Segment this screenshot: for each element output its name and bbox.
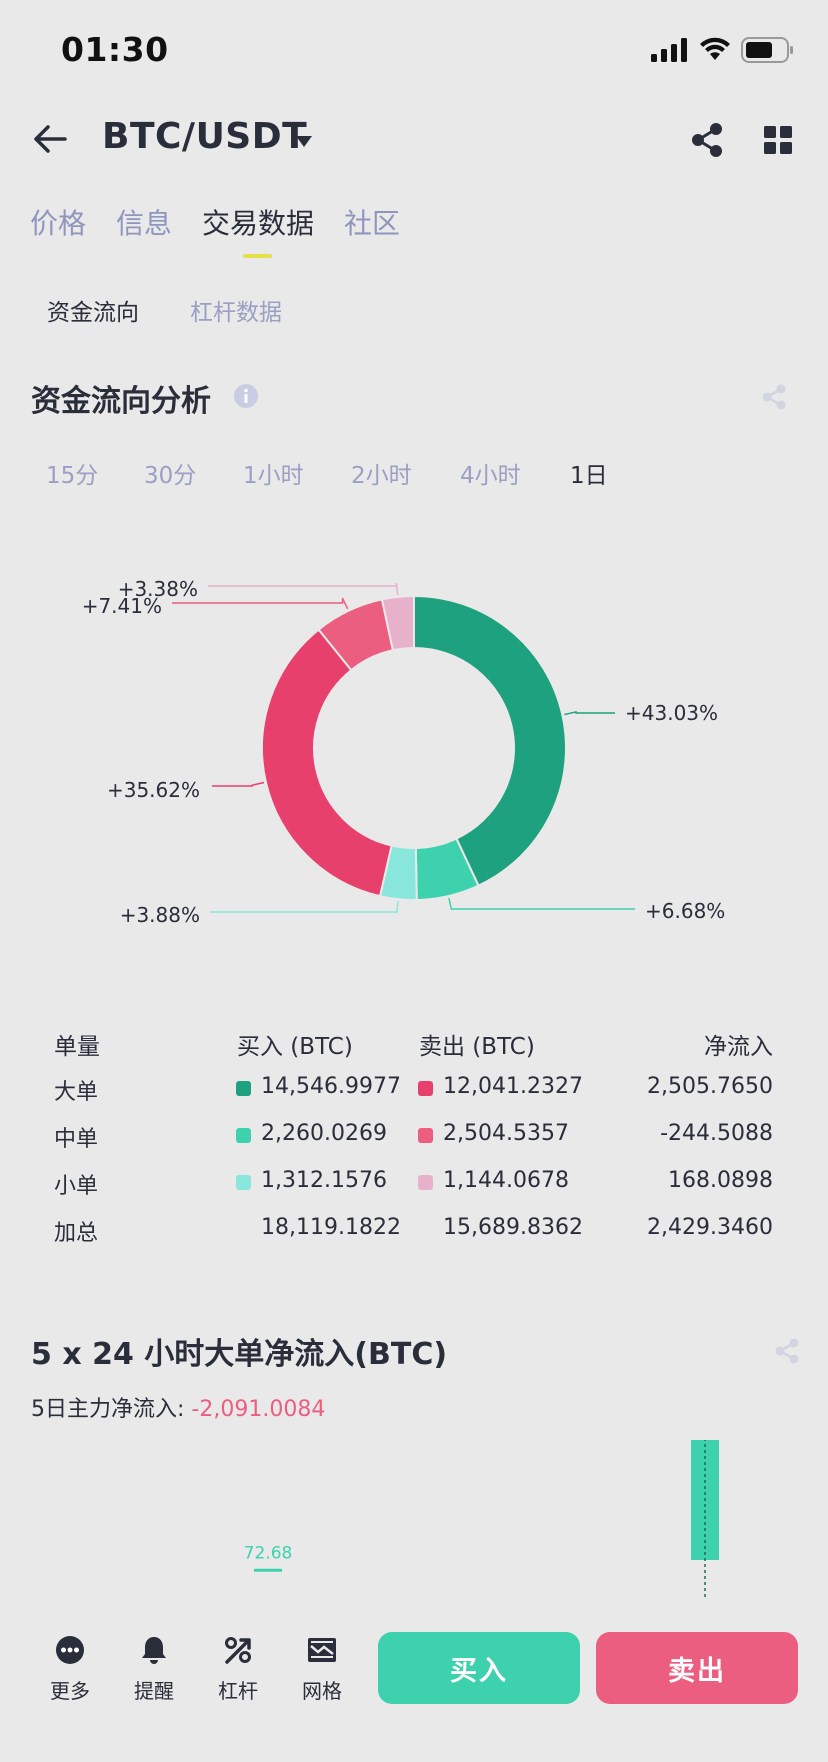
donut-slice-label: +6.68%	[645, 899, 725, 923]
table-cell-buy: 2,260.0269	[261, 1121, 387, 1146]
donut-slice	[261, 628, 393, 898]
table-cell-sell: 1,144.0678	[443, 1168, 569, 1193]
table-row-label: 加总	[54, 1221, 99, 1246]
table-cell-sell: 15,689.8362	[443, 1215, 583, 1240]
table-cell-buy: 1,312.1576	[261, 1168, 387, 1193]
donut-leader-line	[210, 901, 399, 914]
donut-slice	[380, 594, 415, 652]
leverage-label: 杠杆	[218, 1679, 258, 1703]
period-15m[interactable]: 15分	[46, 463, 99, 489]
donut-slice-label: +43.03%	[625, 701, 718, 725]
grid-trading-button[interactable]: 网格	[287, 1635, 357, 1704]
period-30m[interactable]: 30分	[144, 463, 197, 489]
info-icon[interactable]	[234, 384, 258, 412]
sell-legend-dot	[418, 1175, 433, 1190]
table-row-label: 大单	[54, 1080, 99, 1105]
tab-community[interactable]: 社区	[344, 207, 401, 240]
table-cell-net: 2,505.7650	[647, 1074, 773, 1099]
bell-icon	[142, 1637, 166, 1664]
period-2h[interactable]: 2小时	[351, 463, 412, 489]
table-header-sell: 卖出 (BTC)	[419, 1034, 535, 1060]
more-button[interactable]: 更多	[35, 1635, 105, 1704]
donut-leader-line	[208, 582, 399, 595]
table-cell-net: -244.5088	[660, 1121, 773, 1146]
alert-label: 提醒	[134, 1679, 174, 1703]
bigorder-subtitle-label: 5日主力净流入:	[31, 1397, 185, 1422]
signal-icon	[651, 38, 691, 66]
table-header-buy: 买入 (BTC)	[237, 1034, 353, 1060]
donut-slice-label: +3.38%	[118, 577, 198, 601]
leverage-icon	[225, 1637, 251, 1664]
table-cell-buy: 14,546.9977	[261, 1074, 401, 1099]
alert-button[interactable]: 提醒	[119, 1635, 189, 1704]
table-row-label: 中单	[54, 1127, 99, 1152]
active-tab-indicator	[243, 254, 272, 258]
tab-price[interactable]: 价格	[30, 207, 87, 240]
more-icon	[56, 1636, 84, 1664]
donut-slice-label: +7.41%	[82, 594, 162, 618]
capital-flow-title: 资金流向分析	[31, 384, 211, 419]
share-icon[interactable]	[691, 123, 723, 161]
status-time: 01:30	[61, 30, 169, 69]
subtab-capital-flow[interactable]: 资金流向	[47, 300, 139, 326]
table-row-label: 小单	[54, 1174, 99, 1199]
grid-trading-label: 网格	[302, 1679, 342, 1703]
table-header-net: 净流入	[704, 1034, 773, 1060]
wifi-icon	[699, 36, 731, 66]
buy-legend-dot	[236, 1128, 251, 1143]
bigorder-title: 5 x 24 小时大单净流入(BTC)	[31, 1337, 448, 1372]
tab-info[interactable]: 信息	[116, 207, 173, 240]
bar	[254, 1568, 282, 1572]
pair-dropdown-icon[interactable]	[296, 133, 312, 152]
donut-slice-label: +35.62%	[107, 778, 200, 802]
donut-leader-line	[564, 711, 615, 716]
back-arrow-icon[interactable]	[33, 124, 67, 158]
period-1h[interactable]: 1小时	[243, 463, 304, 489]
table-cell-net: 168.0898	[668, 1168, 773, 1193]
donut-slice	[413, 594, 567, 887]
leverage-button[interactable]: 杠杆	[203, 1635, 273, 1704]
table-cell-sell: 2,504.5357	[443, 1121, 569, 1146]
table-header-size: 单量	[54, 1034, 100, 1060]
bigorder-bar-chart: 72.682,852.13	[244, 1440, 719, 1610]
donut-leader-line	[448, 897, 635, 910]
table-cell-net: 2,429.3460	[647, 1215, 773, 1240]
sell-legend-dot	[418, 1128, 433, 1143]
sell-button[interactable]: 卖出	[596, 1632, 798, 1704]
donut-slice-label: +3.88%	[120, 903, 200, 927]
bigorder-subtitle-value: -2,091.0084	[191, 1397, 326, 1422]
bigorder-share-icon[interactable]	[775, 1338, 799, 1368]
table-cell-buy: 18,119.1822	[261, 1215, 401, 1240]
pair-title[interactable]: BTC/USDT	[102, 116, 308, 157]
sell-legend-dot	[418, 1081, 433, 1096]
period-4h[interactable]: 4小时	[460, 463, 521, 489]
donut-leader-line	[172, 597, 349, 610]
donut-leader-line	[212, 781, 265, 787]
bar-value-label: 72.68	[244, 1544, 293, 1564]
grid-menu-icon[interactable]	[764, 126, 792, 158]
battery-icon	[741, 37, 795, 67]
tab-trading-data[interactable]: 交易数据	[202, 207, 315, 240]
buy-button[interactable]: 买入	[378, 1632, 580, 1704]
capital-flow-donut-chart: +43.03% +6.68% +3.88% +35.62% +7.41%+3.38%	[82, 577, 726, 927]
section-share-icon[interactable]	[762, 384, 786, 414]
buy-legend-dot	[236, 1081, 251, 1096]
grid-trading-icon	[308, 1638, 336, 1662]
table-cell-sell: 12,041.2327	[443, 1074, 583, 1099]
period-1d[interactable]: 1日	[570, 463, 608, 489]
subtab-leverage-data[interactable]: 杠杆数据	[190, 300, 282, 326]
buy-legend-dot	[236, 1175, 251, 1190]
more-label: 更多	[50, 1679, 90, 1703]
